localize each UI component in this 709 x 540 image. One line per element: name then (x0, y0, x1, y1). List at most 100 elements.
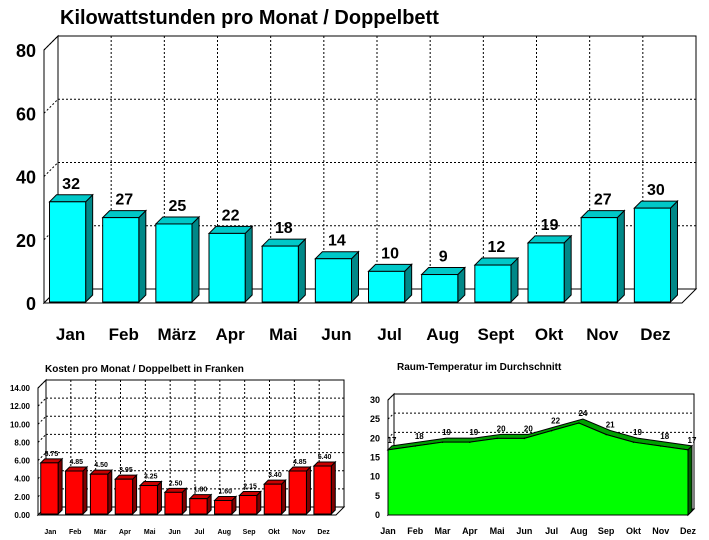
bar-top (263, 479, 287, 485)
x-tick-label: Jun (168, 529, 180, 536)
data-point (605, 433, 607, 436)
x-tick-label: Feb (407, 526, 424, 536)
gridline-wall (43, 98, 59, 114)
y-tick-label: 40 (16, 168, 36, 188)
bar (313, 465, 332, 515)
bar-top (633, 200, 679, 209)
data-point (523, 437, 526, 440)
bar (164, 491, 183, 515)
gridline-wall (37, 434, 47, 443)
bar (65, 470, 84, 515)
data-label: 17 (688, 436, 697, 445)
bar-side (156, 480, 162, 516)
y-tick-label: 6.00 (14, 457, 30, 466)
bar-top (48, 194, 94, 203)
bar-side (563, 234, 572, 304)
bar (102, 217, 140, 303)
data-label: 3.95 (119, 467, 133, 474)
bar (314, 258, 352, 303)
bar (40, 462, 59, 515)
x-tick-label: März (158, 325, 197, 344)
data-label: 10 (381, 245, 399, 262)
bar-side (57, 457, 63, 516)
y-tick-label: 80 (16, 41, 36, 61)
data-label: 19 (541, 217, 559, 234)
bar-top (101, 210, 148, 219)
bar (89, 473, 109, 515)
bar (474, 264, 512, 303)
bar-side (350, 250, 359, 304)
gridline-wall (43, 162, 59, 177)
x-tick-label: Jan (56, 325, 85, 344)
bar-side (616, 209, 625, 304)
bar-side (85, 193, 94, 304)
x-tick-label: Mär (94, 529, 107, 536)
data-label: 24 (578, 409, 587, 418)
bar-side (669, 199, 678, 304)
data-label: 4.50 (94, 462, 108, 469)
y-tick-label: 0.00 (14, 511, 30, 520)
x-tick-label: Mai (144, 529, 156, 536)
data-label: 18 (660, 432, 669, 441)
data-label: 2.15 (243, 483, 257, 490)
data-label: 30 (647, 182, 665, 199)
data-label: 27 (594, 192, 612, 209)
x-tick-label: Apr (119, 529, 131, 536)
x-tick-label: Sept (477, 325, 514, 344)
x-tick-label: Nov (586, 325, 619, 344)
data-label: 1.60 (218, 488, 232, 495)
x-tick-label: Okt (535, 325, 564, 344)
x-tick-label: Okt (268, 529, 280, 536)
x-tick-label: Apr (215, 325, 245, 344)
data-label: 22 (222, 207, 240, 224)
data-label: 14 (328, 233, 346, 250)
bar (114, 478, 134, 515)
x-tick-label: Aug (217, 529, 231, 536)
y-tick-label: 10.00 (10, 420, 31, 429)
bar (368, 270, 406, 303)
bar-top (314, 251, 360, 260)
data-label: 22 (551, 417, 560, 426)
bar-top (138, 481, 163, 487)
bar-top (526, 235, 573, 244)
bar (139, 485, 158, 515)
x-tick-label: Jul (545, 526, 558, 536)
data-label: 5.75 (45, 451, 59, 458)
gridline-wall (387, 412, 395, 420)
bar (214, 499, 233, 515)
data-label: 19 (633, 428, 642, 437)
data-point (496, 437, 498, 440)
x-tick-label: Okt (626, 526, 641, 536)
data-label: 18 (275, 220, 293, 237)
data-label: 2.50 (169, 480, 183, 487)
data-label: 3.40 (268, 472, 282, 479)
y-tick-label: 25 (370, 414, 380, 424)
x-tick-label: Aug (570, 526, 588, 536)
x-tick-label: Jun (321, 325, 351, 344)
bar-top (579, 210, 626, 219)
bar (633, 207, 671, 303)
x-tick-label: Apr (462, 526, 478, 536)
bar-top (473, 257, 520, 266)
bar (288, 470, 307, 515)
data-point (441, 441, 444, 443)
temperature-chart-svg: Raum-Temperatur im Durchschnitt 0 5 10 15 20… (370, 362, 697, 536)
x-tick-label: Mai (490, 526, 505, 536)
bar (263, 483, 283, 515)
data-label: 4.85 (293, 459, 307, 466)
x-tick-label: Mar (435, 526, 452, 536)
y-tick-label: 14.00 (10, 384, 31, 393)
bar (527, 242, 565, 303)
bar-top (154, 216, 201, 225)
cost-chart: Kosten pro Monat / Doppelbett in Franken… (0, 355, 352, 540)
bar-top (213, 495, 238, 501)
x-tick-label: Sep (598, 526, 615, 536)
x-tick-label: Dez (640, 325, 670, 344)
data-label: 9 (439, 249, 448, 266)
data-label: 20 (524, 424, 533, 433)
x-tick-label: Jul (377, 325, 402, 344)
data-label: 3.25 (144, 474, 158, 481)
gridline-wall (387, 431, 395, 439)
x-tick-label: Feb (109, 325, 139, 344)
data-point (414, 445, 417, 447)
